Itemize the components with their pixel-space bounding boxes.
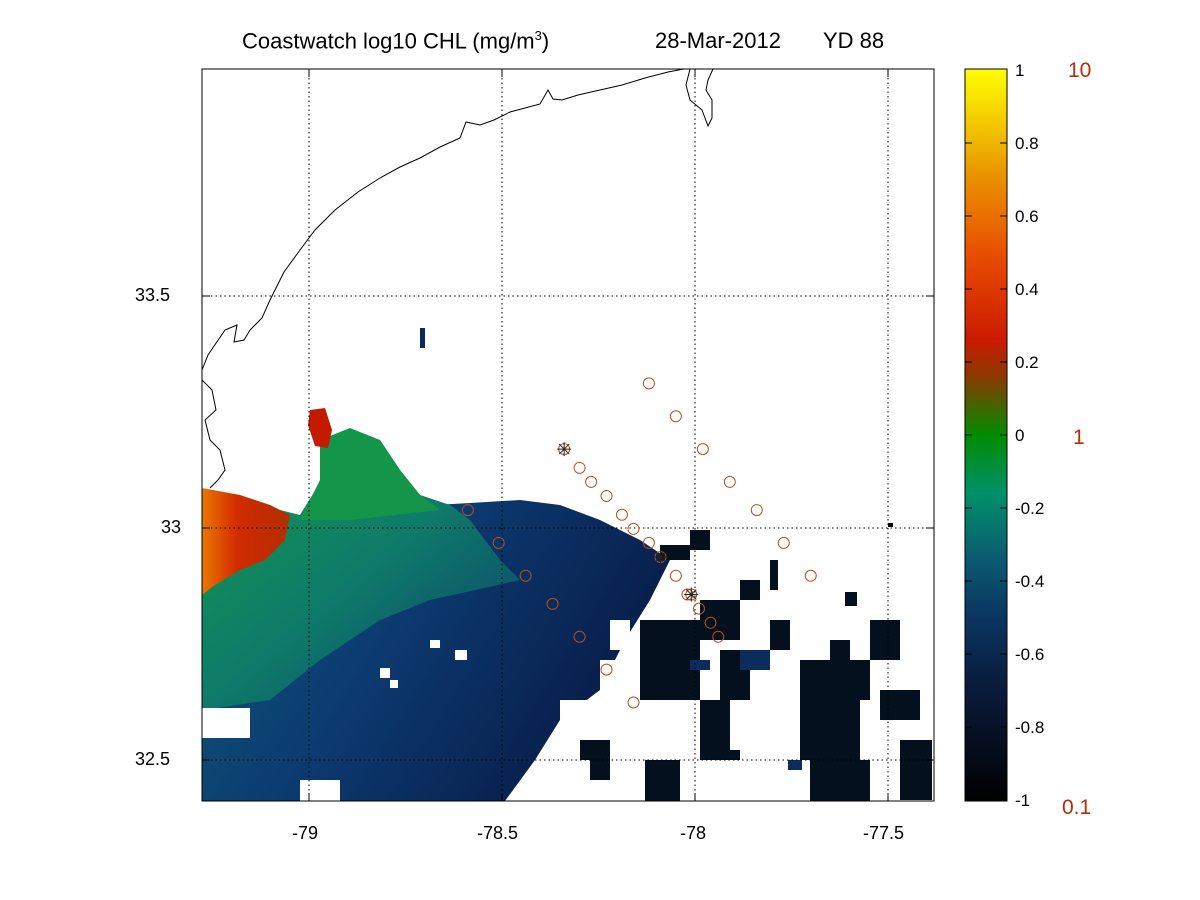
offshore-blue-patches (690, 650, 802, 770)
colorbar-label: 0.6 (1015, 207, 1039, 226)
station-marker (712, 630, 725, 643)
grid-lines (202, 69, 934, 801)
cloud-gaps (202, 580, 900, 801)
station-marker (461, 504, 474, 517)
isolated-pixel (420, 328, 425, 348)
station-cross-marker (684, 587, 699, 602)
station-marker (704, 616, 717, 629)
colorbar-label: 0.2 (1015, 353, 1039, 372)
product-title-text: Coastwatch log10 CHL (mg/m (242, 28, 535, 54)
station-marker (546, 597, 559, 610)
shelf-water (202, 440, 520, 710)
station-cross-marker (557, 442, 572, 457)
station-marker (627, 522, 640, 535)
x-tick-label: -79 (292, 823, 319, 843)
river-mouth-plume (308, 408, 332, 448)
product-title-close: ) (541, 28, 550, 54)
axis-ticks (202, 69, 934, 801)
linear-scale-label: 10 (1068, 59, 1092, 82)
station-cross-marker (653, 550, 668, 564)
station-marker (669, 569, 682, 582)
station-marker (615, 508, 628, 521)
colorbar-ticks (965, 142, 1007, 728)
station-marker (777, 536, 790, 549)
station-marker (642, 377, 655, 390)
yearday-label: YD 88 (823, 28, 885, 53)
station-markers (461, 377, 817, 709)
station-marker (492, 536, 505, 549)
station-marker (573, 630, 586, 643)
plot-frame (201, 68, 935, 802)
station-marker (692, 602, 705, 615)
isolated-pixel-2 (888, 523, 893, 527)
x-tick-label: -78.5 (477, 823, 519, 843)
colorbar-label: -0.8 (1015, 718, 1045, 737)
y-tick-label: 32.5 (135, 749, 171, 769)
coastal-green-water (300, 428, 440, 520)
colorbar-label: 0 (1015, 426, 1025, 445)
colorbar-label: 0.8 (1015, 134, 1039, 153)
station-marker (669, 410, 682, 423)
station-marker (627, 696, 640, 709)
x-tick-label: -77.5 (863, 823, 905, 843)
station-marker (696, 443, 709, 456)
colorbar-label: -0.6 (1015, 645, 1045, 664)
station-marker (600, 490, 613, 502)
units-exponent: 3 (534, 28, 542, 43)
coastline (201, 68, 714, 489)
station-marker (642, 536, 655, 549)
station-marker (750, 504, 763, 517)
station-marker (600, 663, 613, 676)
station-marker (804, 569, 817, 582)
colorbar-label: 1 (1015, 61, 1025, 80)
station-marker (585, 475, 598, 488)
linear-scale-label: 1 (1073, 426, 1085, 449)
station-marker (723, 475, 736, 488)
colorbar-label: -1 (1015, 791, 1031, 810)
chlorophyll-field (202, 328, 932, 801)
y-tick-label: 33.5 (135, 285, 171, 305)
station-marker (519, 569, 532, 582)
station-marker (573, 461, 586, 474)
date-label: 28-Mar-2012 (655, 28, 781, 53)
linear-scale-label: 0.1 (1062, 796, 1092, 819)
product-title: Coastwatch log10 CHL (mg/m3) (242, 28, 549, 54)
colorbar-label: -0.4 (1015, 572, 1045, 591)
colorbar-label: -0.2 (1015, 499, 1045, 518)
x-tick-label: -78 (680, 823, 707, 843)
nearshore-plume (202, 488, 290, 595)
colorbar-label: 0.4 (1015, 280, 1039, 299)
y-tick-label: 33 (161, 517, 182, 537)
